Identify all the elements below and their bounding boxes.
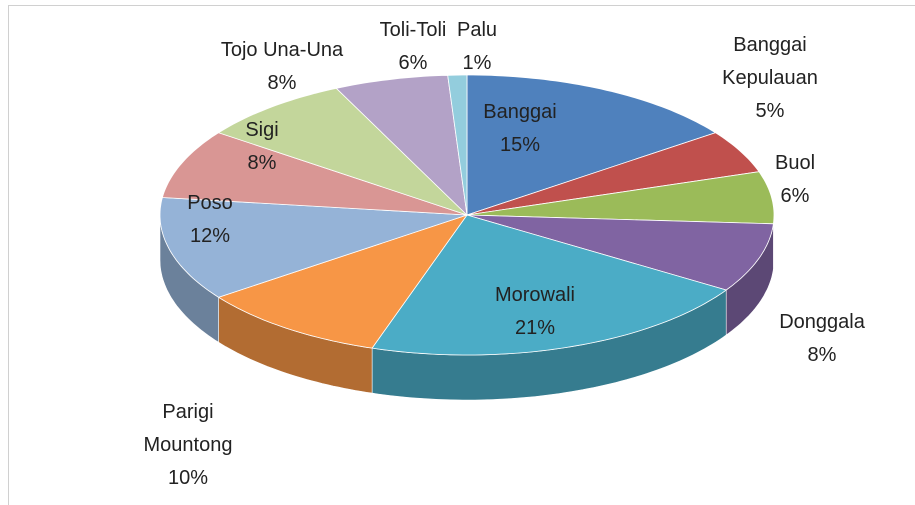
slice-label: Donggala 8% bbox=[762, 306, 882, 372]
slice-label: Buol 6% bbox=[755, 147, 835, 213]
value-label: 6% bbox=[780, 185, 810, 207]
value-label: 15% bbox=[499, 134, 541, 156]
slice-label: Morowali 21% bbox=[465, 279, 605, 345]
slice-label: Toli-Toli 6% bbox=[368, 14, 458, 80]
category-label: Parigi Mountong bbox=[143, 401, 233, 456]
slice bbox=[466, 74, 717, 216]
category-label: Poso bbox=[187, 192, 233, 214]
slice bbox=[217, 214, 469, 349]
category-label: Sigi bbox=[245, 119, 279, 141]
slice bbox=[335, 74, 468, 217]
slice-label: Banggai 15% bbox=[460, 96, 580, 162]
slice-label: Sigi 8% bbox=[222, 114, 302, 180]
value-label: 6% bbox=[398, 52, 428, 74]
slice bbox=[447, 74, 468, 216]
value-label: 12% bbox=[189, 225, 231, 247]
value-label: 8% bbox=[807, 344, 837, 366]
slice bbox=[466, 214, 774, 291]
value-label: 8% bbox=[247, 152, 277, 174]
slice-label: Palu 1% bbox=[452, 14, 502, 80]
slice bbox=[161, 132, 468, 216]
category-label: Donggala bbox=[779, 311, 865, 333]
slice bbox=[371, 214, 728, 356]
slice bbox=[466, 171, 775, 225]
category-label: Toli-Toli bbox=[379, 19, 447, 41]
category-label: Buol bbox=[774, 152, 816, 174]
value-label: 21% bbox=[514, 317, 556, 339]
value-label: 8% bbox=[267, 72, 297, 94]
slice-label: Tojo Una-Una 8% bbox=[202, 34, 362, 100]
frame bbox=[8, 5, 915, 505]
category-label: Banggai Kepulauan bbox=[722, 34, 818, 89]
slice-label: Parigi Mountong 10% bbox=[123, 396, 253, 495]
category-label: Banggai bbox=[483, 101, 557, 123]
value-label: 5% bbox=[755, 100, 785, 122]
category-label: Palu bbox=[456, 19, 498, 41]
slice bbox=[217, 87, 468, 216]
category-label: Tojo Una-Una bbox=[220, 39, 344, 61]
category-label: Morowali bbox=[494, 284, 576, 306]
value-label: 1% bbox=[462, 52, 492, 74]
slice-label: Banggai Kepulauan 5% bbox=[700, 29, 840, 128]
slice bbox=[466, 132, 760, 216]
value-label: 10% bbox=[167, 467, 209, 489]
slice bbox=[159, 197, 468, 298]
slice-label: Poso 12% bbox=[170, 187, 250, 253]
